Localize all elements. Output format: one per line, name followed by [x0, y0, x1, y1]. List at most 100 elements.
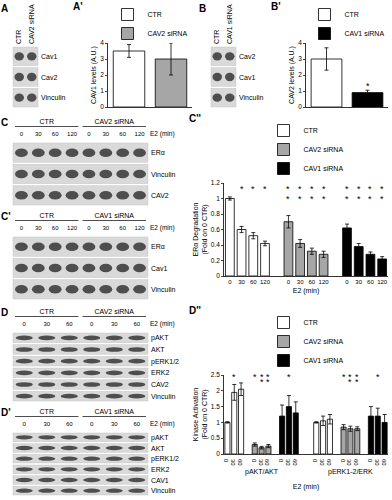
svg-text:*: * — [322, 194, 326, 204]
svg-text:C': C' — [1, 211, 11, 222]
svg-text:60: 60 — [237, 459, 243, 466]
svg-text:ERα: ERα — [151, 243, 165, 250]
svg-text:0: 0 — [20, 131, 24, 137]
svg-text:Cav1: Cav1 — [41, 53, 57, 60]
svg-text:120: 120 — [67, 131, 78, 137]
svg-text:CAV2: CAV2 — [151, 192, 169, 199]
svg-text:*: * — [286, 194, 290, 204]
svg-text:CAV2 siRNA: CAV2 siRNA — [304, 146, 344, 153]
svg-text:0: 0 — [100, 103, 104, 110]
svg-text:AKT: AKT — [151, 445, 165, 452]
svg-text:1: 1 — [100, 87, 104, 94]
svg-text:E2 (min): E2 (min) — [150, 320, 175, 328]
svg-text:0.2: 0.2 — [211, 257, 220, 264]
svg-text:CAV2 siRNA: CAV2 siRNA — [28, 4, 35, 44]
svg-text:*: * — [348, 372, 352, 382]
svg-text:0: 0 — [298, 103, 302, 110]
svg-text:1.2: 1.2 — [211, 179, 220, 186]
svg-text:60: 60 — [381, 459, 387, 466]
svg-text:120: 120 — [135, 225, 146, 231]
svg-text:1: 1 — [298, 87, 302, 94]
svg-text:CAV2 siRNA: CAV2 siRNA — [148, 30, 188, 37]
svg-text:0: 0 — [287, 279, 291, 285]
svg-text:ERK2: ERK2 — [151, 466, 169, 473]
svg-text:*: * — [368, 194, 372, 204]
svg-text:120: 120 — [135, 131, 146, 137]
svg-text:D: D — [1, 307, 8, 318]
svg-text:0: 0 — [251, 459, 257, 463]
svg-text:0: 0 — [312, 459, 318, 463]
svg-text:30: 30 — [111, 321, 118, 327]
svg-text:pERK1/2: pERK1/2 — [151, 358, 179, 366]
svg-text:0: 0 — [20, 225, 24, 231]
svg-text:60: 60 — [52, 225, 59, 231]
svg-text:0.8: 0.8 — [211, 210, 220, 217]
svg-text:*: * — [322, 184, 326, 194]
svg-text:1: 1 — [216, 195, 220, 202]
svg-text:AKT: AKT — [151, 346, 165, 353]
svg-text:30: 30 — [374, 459, 380, 466]
svg-text:60: 60 — [119, 131, 126, 137]
svg-text:30: 30 — [43, 421, 50, 427]
svg-text:2: 2 — [100, 71, 104, 78]
svg-text:0: 0 — [87, 225, 91, 231]
svg-text:60: 60 — [119, 225, 126, 231]
svg-text:Cav1: Cav1 — [239, 74, 255, 81]
svg-text:60: 60 — [66, 421, 73, 427]
svg-text:CAV1 levels (A.U.): CAV1 levels (A.U.) — [90, 46, 98, 104]
svg-text:60: 60 — [353, 459, 359, 466]
svg-text:3: 3 — [100, 55, 104, 62]
svg-text:CAV2 siRNA: CAV2 siRNA — [94, 118, 134, 125]
svg-text:*: * — [357, 184, 361, 194]
svg-text:*: * — [240, 184, 244, 194]
svg-text:0: 0 — [228, 279, 232, 285]
svg-text:*: * — [260, 372, 264, 382]
svg-text:*: * — [368, 184, 372, 194]
svg-text:0.4: 0.4 — [211, 241, 220, 248]
svg-text:0: 0 — [87, 131, 91, 137]
svg-text:CTR: CTR — [40, 308, 54, 315]
svg-text:CAV1 siRNA: CAV1 siRNA — [304, 357, 344, 364]
svg-text:Vinculin: Vinculin — [41, 94, 65, 101]
svg-text:1.5: 1.5 — [211, 403, 220, 410]
svg-text:*: * — [355, 377, 359, 387]
svg-text:*: * — [310, 184, 314, 194]
svg-text:4: 4 — [100, 39, 104, 46]
svg-text:2.5: 2.5 — [211, 371, 220, 378]
svg-text:30: 30 — [258, 459, 264, 466]
svg-text:*: * — [253, 372, 257, 382]
svg-text:CAV1 siRNA: CAV1 siRNA — [226, 4, 233, 44]
svg-text:60: 60 — [326, 459, 332, 466]
svg-text:CTR: CTR — [304, 127, 318, 134]
svg-text:CAV2 siRNA: CAV2 siRNA — [304, 338, 344, 345]
svg-text:E2 (min): E2 (min) — [150, 130, 175, 138]
svg-text:*: * — [286, 184, 290, 194]
svg-text:0: 0 — [216, 272, 220, 279]
svg-text:Vinculin: Vinculin — [239, 94, 263, 101]
svg-text:60: 60 — [52, 131, 59, 137]
svg-text:0: 0 — [90, 321, 94, 327]
svg-text:0: 0 — [223, 459, 229, 463]
svg-text:*: * — [232, 372, 236, 382]
svg-text:120: 120 — [67, 225, 78, 231]
svg-text:A: A — [1, 3, 8, 14]
svg-text:0: 0 — [345, 279, 349, 285]
svg-text:2: 2 — [216, 387, 220, 394]
svg-text:ERα Degradation(Fold on 0 CTR): ERα Degradation(Fold on 0 CTR) — [192, 202, 209, 256]
svg-text:D': D' — [1, 407, 11, 418]
svg-text:*: * — [263, 184, 267, 194]
svg-text:*: * — [348, 377, 352, 387]
svg-text:60: 60 — [250, 279, 257, 285]
svg-text:60: 60 — [264, 459, 270, 466]
svg-text:CTR: CTR — [15, 30, 22, 44]
svg-text:*: * — [380, 184, 384, 194]
svg-text:60: 60 — [133, 321, 140, 327]
svg-text:E2 (min): E2 (min) — [150, 224, 175, 232]
svg-text:30: 30 — [111, 421, 118, 427]
svg-text:CAV1 siRNA: CAV1 siRNA — [345, 30, 385, 37]
svg-text:4: 4 — [298, 39, 302, 46]
svg-text:Cav2: Cav2 — [41, 74, 57, 81]
svg-text:1: 1 — [216, 419, 220, 426]
svg-text:120: 120 — [319, 279, 330, 285]
svg-text:120: 120 — [260, 279, 271, 285]
